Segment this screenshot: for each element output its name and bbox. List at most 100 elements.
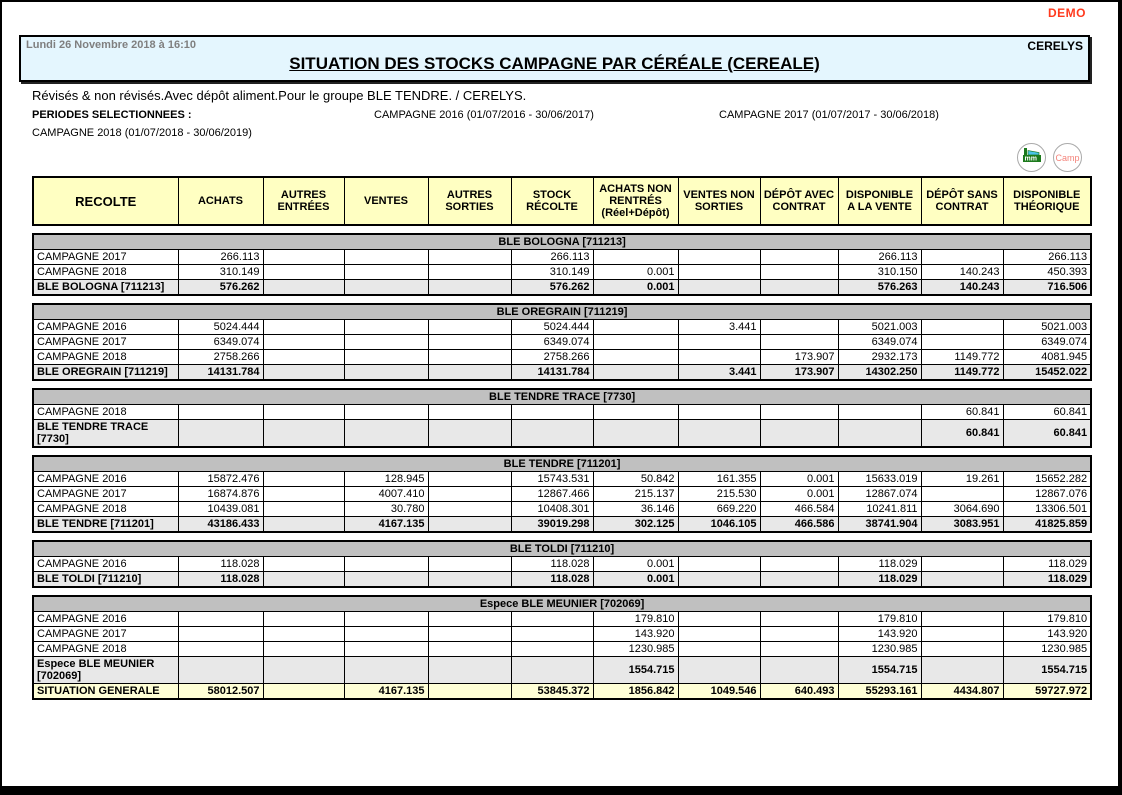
cell-value	[427, 501, 512, 517]
cell-value	[262, 264, 345, 280]
cell-value: 1554.715	[837, 656, 922, 684]
cell-value	[759, 264, 839, 280]
cell-value	[262, 516, 345, 533]
cell-value	[427, 486, 512, 502]
cell-value: 0.001	[759, 471, 839, 487]
section-total-row: Espece BLE MEUNIER [702069] 1554.715 1554.…	[32, 656, 1092, 684]
cell-value	[677, 349, 761, 365]
column-header: ACHATS	[177, 176, 264, 226]
cell-value: 161.355	[677, 471, 761, 487]
cell-value: 128.945	[343, 471, 429, 487]
cell-value: 6349.074	[1002, 334, 1092, 350]
cell-value	[837, 419, 922, 448]
cell-value	[759, 419, 839, 448]
cell-value: 10439.081	[177, 501, 264, 517]
section-title: BLE OREGRAIN [711219]	[32, 303, 1092, 320]
cell-value: 60.841	[1002, 419, 1092, 448]
report-datetime: Lundi 26 Novembre 2018 à 16:10	[26, 39, 196, 51]
row-label: CAMPAGNE 2017	[32, 334, 179, 350]
cell-value	[510, 404, 594, 420]
column-header-row: RECOLTE ACHATS AUTRES ENTRÉES VENTES AUTRES …	[32, 176, 1092, 226]
cell-value: 13306.501	[1002, 501, 1092, 517]
section-title-row: BLE TENDRE TRACE [7730]	[32, 388, 1092, 405]
section-title: BLE BOLOGNA [711213]	[32, 233, 1092, 250]
cell-value	[677, 626, 761, 642]
cell-value: 466.584	[759, 501, 839, 517]
cell-value: 2758.266	[510, 349, 594, 365]
grand-total-row: SITUATION GENERALE 58012.507 4167.135 53845…	[32, 683, 1092, 700]
cell-value: 0.001	[759, 486, 839, 502]
cell-value	[920, 641, 1004, 657]
cell-value	[343, 419, 429, 448]
cell-value: 30.780	[343, 501, 429, 517]
cell-value	[343, 611, 429, 627]
cell-value	[343, 556, 429, 572]
row-label: BLE OREGRAIN [711219]	[32, 364, 179, 381]
company-name: CERELYS	[1027, 39, 1083, 53]
cell-value: 179.810	[837, 611, 922, 627]
table-row: CAMPAGNE 2018 310.149 310.149 0.001 310.150 1…	[32, 264, 1092, 280]
cell-value	[343, 249, 429, 265]
cell-value: 576.262	[177, 279, 264, 296]
table-row: CAMPAGNE 2016 179.810 179.810 179.810	[32, 611, 1092, 627]
section-title-row: BLE OREGRAIN [711219]	[32, 303, 1092, 320]
cell-value	[920, 556, 1004, 572]
cell-value: 3064.690	[920, 501, 1004, 517]
cell-value	[427, 249, 512, 265]
cell-value: 716.506	[1002, 279, 1092, 296]
cell-value	[343, 279, 429, 296]
cell-value: 12867.076	[1002, 486, 1092, 502]
cell-value: 55293.161	[837, 683, 922, 700]
cell-value: 0.001	[592, 571, 679, 588]
cell-value: 1554.715	[1002, 656, 1092, 684]
cell-value	[262, 656, 345, 684]
cell-value: 118.028	[510, 571, 594, 588]
column-header: DÉPÔT AVEC CONTRAT	[759, 176, 839, 226]
column-header: DISPONIBLE THÉORIQUE	[1002, 176, 1092, 226]
cell-value	[262, 319, 345, 335]
row-label: SITUATION GENERALE	[32, 683, 179, 700]
cell-value	[759, 641, 839, 657]
cell-value: 143.920	[1002, 626, 1092, 642]
cell-value	[759, 626, 839, 642]
cell-value: 669.220	[677, 501, 761, 517]
cell-value	[510, 419, 594, 448]
cell-value: 118.028	[177, 556, 264, 572]
camp-button[interactable]: Camp	[1053, 143, 1082, 172]
row-label: CAMPAGNE 2018	[32, 641, 179, 657]
row-label: CAMPAGNE 2018	[32, 264, 179, 280]
cell-value	[177, 626, 264, 642]
cell-value	[592, 419, 679, 448]
cell-value	[677, 279, 761, 296]
row-label: CAMPAGNE 2018	[32, 349, 179, 365]
cell-value: 4167.135	[343, 683, 429, 700]
table-row: CAMPAGNE 2018 10439.081 30.780 10408.301 36.…	[32, 501, 1092, 517]
section-table: Espece BLE MEUNIER [702069] CAMPAGNE 2016…	[32, 595, 1093, 700]
cell-value: 50.842	[592, 471, 679, 487]
cell-value	[920, 319, 1004, 335]
cell-value: 576.262	[510, 279, 594, 296]
table-row: CAMPAGNE 2016 15872.476 128.945 15743.531 50…	[32, 471, 1092, 487]
cell-value: 4081.945	[1002, 349, 1092, 365]
cell-value: 41825.859	[1002, 516, 1092, 533]
row-label: BLE TOLDI [711210]	[32, 571, 179, 588]
cell-value: 118.028	[177, 571, 264, 588]
table-row: CAMPAGNE 2018 2758.266 2758.266 173.907 2932…	[32, 349, 1092, 365]
cell-value	[262, 571, 345, 588]
cell-value	[837, 404, 922, 420]
cell-value: 0.001	[592, 556, 679, 572]
periods-label: PERIODES SELECTIONNEES :	[32, 109, 192, 121]
cell-value: 1230.985	[837, 641, 922, 657]
cell-value	[592, 404, 679, 420]
cell-value: 1230.985	[1002, 641, 1092, 657]
cell-value: 266.113	[837, 249, 922, 265]
silo-button[interactable]: mm	[1017, 143, 1046, 172]
cell-value: 118.029	[837, 556, 922, 572]
cell-value	[262, 419, 345, 448]
cell-value: 466.586	[759, 516, 839, 533]
cell-value	[759, 279, 839, 296]
cell-value	[427, 419, 512, 448]
row-label: CAMPAGNE 2018	[32, 404, 179, 420]
cell-value	[759, 334, 839, 350]
